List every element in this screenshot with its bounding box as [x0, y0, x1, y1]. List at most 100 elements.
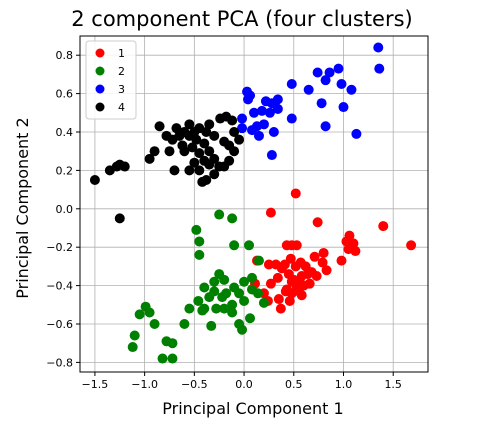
- scatter-point-cluster-4: [224, 155, 235, 166]
- scatter-point-cluster-3: [272, 103, 283, 114]
- scatter-point-cluster-4: [209, 153, 220, 164]
- scatter-point-cluster-3: [286, 79, 297, 89]
- scatter-point-cluster-3: [373, 42, 384, 53]
- scatter-point-cluster-2: [247, 272, 258, 283]
- scatter-point-cluster-1: [406, 240, 417, 251]
- scatter-point-cluster-2: [206, 320, 217, 331]
- scatter-point-cluster-4: [149, 146, 160, 157]
- scatter-point-cluster-1: [318, 247, 329, 258]
- y-tick-label: −0.2: [46, 241, 73, 254]
- scatter-point-cluster-2: [209, 276, 220, 287]
- scatter-point-cluster-4: [194, 165, 205, 176]
- scatter-point-cluster-2: [229, 240, 240, 251]
- scatter-point-cluster-2: [127, 342, 138, 353]
- scatter-point-cluster-1: [350, 246, 361, 257]
- scatter-point-cluster-1: [317, 257, 328, 268]
- y-tick-label: 0.4: [56, 126, 74, 139]
- scatter-point-cluster-4: [114, 213, 125, 224]
- scatter-point-cluster-2: [219, 274, 230, 285]
- scatter-point-cluster-2: [237, 324, 248, 335]
- scatter-point-cluster-1: [285, 253, 296, 264]
- scatter-point-cluster-4: [184, 165, 195, 176]
- y-tick-label: −0.4: [46, 280, 73, 293]
- scatter-point-cluster-2: [258, 297, 269, 308]
- scatter-point-cluster-4: [189, 157, 200, 168]
- scatter-point-cluster-3: [338, 102, 349, 113]
- scatter-point-cluster-2: [239, 295, 250, 306]
- scatter-point-cluster-4: [209, 169, 220, 180]
- scatter-point-cluster-3: [303, 84, 314, 95]
- scatter-point-cluster-4: [169, 165, 180, 176]
- scatter-point-cluster-1: [263, 259, 274, 270]
- scatter-point-cluster-1: [276, 263, 287, 274]
- scatter-point-cluster-2: [245, 313, 256, 324]
- scatter-point-cluster-4: [171, 123, 182, 134]
- y-tick-label: 0.0: [56, 203, 74, 216]
- axis-ticks: −1.5 −1.0 −0.5 0.0 0.5 1.0 1.5 −0.8 −0.6 −0.4 −0.2…: [46, 49, 402, 391]
- scatter-point-cluster-1: [296, 290, 307, 301]
- scatter-point-cluster-2: [184, 303, 195, 314]
- scatter-point-cluster-3: [253, 130, 264, 141]
- scatter-point-cluster-1: [272, 272, 283, 283]
- scatter-point-cluster-3: [286, 113, 297, 124]
- scatter-point-cluster-4: [191, 134, 202, 145]
- scatter-point-cluster-4: [164, 146, 175, 157]
- scatter-point-cluster-1: [280, 286, 291, 297]
- scatter-point-cluster-2: [149, 319, 160, 329]
- y-tick-label: 0.2: [56, 164, 74, 177]
- scatter-point-cluster-1: [344, 230, 355, 241]
- scatter-point-cluster-4: [204, 119, 215, 130]
- legend-label-2: 2: [118, 65, 125, 78]
- legend-marker-3: [95, 84, 105, 94]
- scatter-point-cluster-1: [273, 294, 284, 305]
- scatter-point-cluster-3: [243, 94, 254, 105]
- y-tick-label: −0.8: [46, 356, 73, 369]
- scatter-point-cluster-2: [197, 305, 208, 316]
- scatter-point-cluster-4: [204, 146, 215, 157]
- scatter-points: [89, 42, 417, 364]
- legend-marker-2: [95, 66, 105, 76]
- scatter-point-cluster-3: [316, 98, 327, 109]
- scatter-point-cluster-3: [351, 128, 362, 139]
- scatter-point-cluster-2: [227, 299, 238, 310]
- x-tick-label: −1.5: [82, 378, 109, 391]
- legend-box: [85, 40, 137, 120]
- scatter-point-cluster-4: [201, 175, 212, 185]
- scatter-point-cluster-1: [281, 240, 292, 251]
- legend-marker-4: [95, 102, 105, 112]
- scatter-point-cluster-1: [336, 255, 347, 266]
- scatter-point-cluster-1: [311, 271, 322, 281]
- scatter-point-cluster-2: [134, 309, 145, 320]
- scatter-point-cluster-4: [199, 138, 210, 149]
- y-tick-label: 0.8: [56, 49, 74, 62]
- scatter-point-cluster-2: [193, 295, 204, 306]
- scatter-point-cluster-1: [321, 265, 332, 276]
- scatter-point-cluster-4: [89, 175, 100, 185]
- scatter-point-cluster-1: [312, 217, 323, 228]
- scatter-point-cluster-2: [219, 303, 230, 314]
- scatter-point-cluster-3: [251, 121, 262, 132]
- scatter-point-cluster-2: [129, 330, 140, 341]
- scatter-point-cluster-1: [348, 238, 359, 249]
- legend: 1 2 3 4: [85, 40, 137, 120]
- y-axis-label: Principal Component 2: [13, 117, 32, 298]
- scatter-point-cluster-1: [304, 278, 315, 289]
- plot-frame: [79, 35, 429, 373]
- scatter-point-cluster-2: [227, 213, 238, 224]
- scatter-point-cluster-2: [217, 292, 228, 303]
- scatter-point-cluster-3: [320, 75, 331, 86]
- y-tick-label: 0.6: [56, 88, 74, 101]
- scatter-point-cluster-2: [191, 224, 202, 235]
- scatter-point-cluster-1: [291, 282, 302, 293]
- scatter-point-cluster-2: [239, 276, 250, 287]
- scatter-point-cluster-2: [253, 255, 264, 266]
- scatter-point-cluster-3: [256, 105, 267, 116]
- scatter-point-cluster-1: [291, 240, 302, 251]
- scatter-point-cluster-2: [179, 319, 190, 329]
- x-tick-label: 0.5: [285, 378, 303, 391]
- scatter-point-cluster-4: [194, 148, 205, 159]
- scatter-point-cluster-3: [324, 67, 335, 78]
- scatter-point-cluster-2: [204, 292, 215, 303]
- scatter-point-cluster-1: [284, 295, 295, 306]
